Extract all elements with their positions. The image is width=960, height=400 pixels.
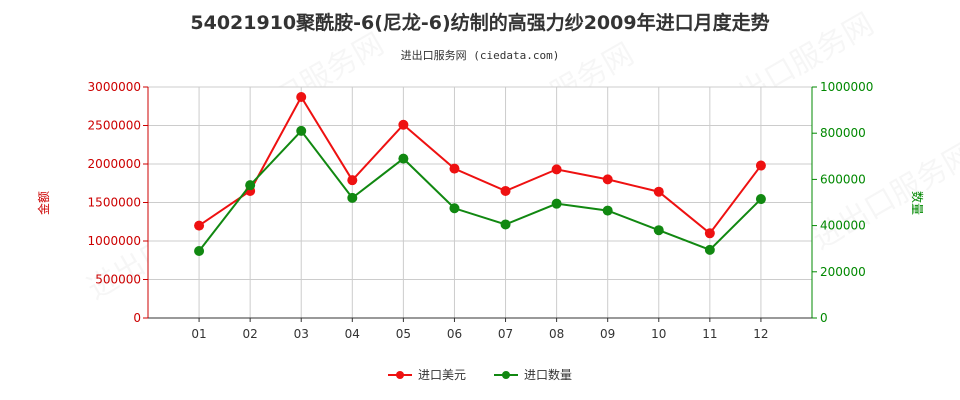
x-axis-tick-label: 08 bbox=[549, 327, 564, 341]
series-2-point bbox=[704, 244, 715, 255]
x-axis-tick-label: 06 bbox=[447, 327, 462, 341]
series-1-point bbox=[704, 228, 715, 239]
x-axis-tick-label: 12 bbox=[753, 327, 768, 341]
left-axis-tick-label: 2000000 bbox=[88, 157, 141, 171]
series-2-point bbox=[755, 194, 766, 205]
series-2-point bbox=[347, 192, 358, 203]
series-1-point bbox=[551, 164, 562, 175]
x-axis-tick-label: 10 bbox=[651, 327, 666, 341]
x-axis-tick-label: 05 bbox=[396, 327, 411, 341]
series-2-point bbox=[245, 180, 256, 191]
legend-label-series1: 进口美元 bbox=[417, 368, 466, 382]
legend-item-series1[interactable]: 进口美元 bbox=[387, 366, 466, 383]
legend-swatch-series1 bbox=[387, 370, 412, 380]
left-axis-tick-label: 1500000 bbox=[88, 196, 141, 210]
x-axis-tick-label: 02 bbox=[243, 327, 258, 341]
watermark-text: 进出口服务网 bbox=[807, 137, 960, 257]
legend-label-series2: 进口数量 bbox=[524, 368, 573, 382]
series-2-point bbox=[653, 225, 664, 236]
x-axis-tick-label: 07 bbox=[498, 327, 513, 341]
x-axis-tick-label: 11 bbox=[702, 327, 717, 341]
chart-legend: 进口美元 进口数量 bbox=[0, 366, 960, 383]
right-axis-tick-label: 200000 bbox=[820, 265, 866, 279]
series-1-point bbox=[449, 163, 460, 174]
series-2-point bbox=[449, 203, 460, 214]
left-axis-tick-label: 0 bbox=[133, 311, 141, 325]
left-axis-tick-label: 3000000 bbox=[88, 80, 141, 94]
x-axis-tick-label: 03 bbox=[294, 327, 309, 341]
left-axis-tick-label: 1000000 bbox=[88, 234, 141, 248]
left-axis-tick-label: 500000 bbox=[95, 273, 141, 287]
x-axis-tick-label: 04 bbox=[345, 327, 360, 341]
series-line-1 bbox=[198, 95, 762, 235]
right-axis-tick-label: 800000 bbox=[820, 126, 866, 140]
series-1-point bbox=[194, 220, 205, 231]
chart-title: 54021910聚酰胺-6(尼龙-6)纺制的高强力纱2009年进口月度走势 bbox=[190, 12, 770, 34]
x-axis-tick-label: 09 bbox=[600, 327, 615, 341]
right-axis-tick-label: 400000 bbox=[820, 219, 866, 233]
series-2-point bbox=[551, 198, 562, 209]
series-1-point bbox=[653, 186, 664, 197]
legend-item-series2[interactable]: 进口数量 bbox=[494, 366, 572, 383]
series-2-point bbox=[398, 153, 409, 164]
series-1-point bbox=[347, 175, 358, 186]
left-axis-title: 金额 bbox=[36, 191, 51, 215]
series-2-point bbox=[602, 205, 613, 216]
series-1-point bbox=[500, 185, 511, 196]
series-1-point bbox=[398, 119, 409, 130]
series-1-point bbox=[602, 174, 613, 185]
right-axis-tick-label: 1000000 bbox=[820, 80, 873, 94]
series-2-point bbox=[500, 219, 511, 230]
x-axis-tick-label: 01 bbox=[191, 327, 206, 341]
left-axis-tick-label: 2500000 bbox=[88, 119, 141, 133]
series-2-point bbox=[194, 246, 205, 257]
series-1-point bbox=[755, 160, 766, 171]
legend-swatch-series2 bbox=[494, 370, 518, 380]
right-axis-title: 数量 bbox=[910, 191, 925, 215]
chart-subtitle: 进出口服务网 (ciedata.com) bbox=[400, 49, 560, 62]
series-1-point bbox=[296, 92, 307, 103]
right-axis-tick-label: 600000 bbox=[820, 172, 866, 186]
right-axis-tick-label: 0 bbox=[820, 311, 828, 325]
series-line-2 bbox=[198, 129, 762, 252]
series-2-point bbox=[296, 125, 307, 136]
